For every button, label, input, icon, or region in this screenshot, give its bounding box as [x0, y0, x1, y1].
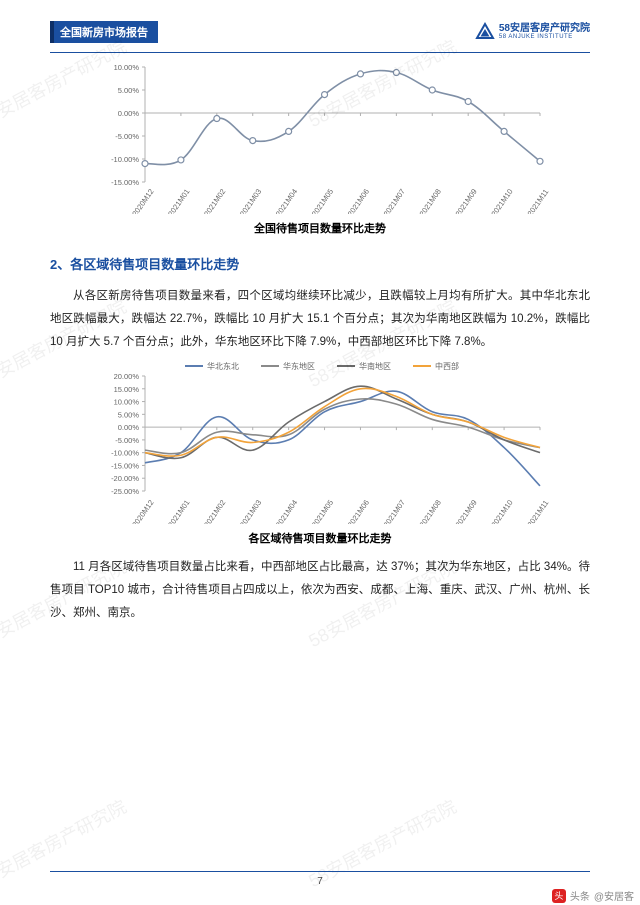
source-attribution: 头 头条 @安居客: [552, 888, 634, 903]
toutiao-icon: 头: [552, 889, 566, 903]
svg-text:中西部: 中西部: [435, 361, 459, 371]
svg-text:-5.00%: -5.00%: [115, 132, 139, 141]
svg-text:2021M02: 2021M02: [202, 498, 227, 524]
svg-text:-10.00%: -10.00%: [111, 155, 139, 164]
logo-text-en: 58 ANJUKE INSTITUTE: [499, 34, 590, 40]
logo-block: 58安居客房产研究院 58 ANJUKE INSTITUTE: [475, 22, 590, 42]
svg-text:0.00%: 0.00%: [118, 109, 140, 118]
svg-text:2021M08: 2021M08: [418, 498, 443, 524]
chart1-caption: 全国待售项目数量环比走势: [50, 220, 590, 236]
chart2-svg: 华北东北 华东地区 华南地区 中西部 -25.00% -20.00% -15.00% -10.…: [90, 354, 550, 524]
svg-text:15.00%: 15.00%: [114, 385, 140, 394]
svg-text:2021M09: 2021M09: [453, 187, 478, 214]
svg-text:2021M07: 2021M07: [382, 498, 407, 524]
svg-text:2020M12: 2020M12: [130, 187, 155, 214]
page-header: 全国新房市场报告 58安居客房产研究院 58 ANJUKE INSTITUTE: [50, 20, 590, 44]
report-title-badge: 全国新房市场报告: [50, 21, 158, 43]
svg-text:10.00%: 10.00%: [114, 63, 140, 72]
document-page: 58安居客房产研究院 58安居客房产研究院 58安居客房产研究院 58安居客房产…: [0, 0, 640, 905]
svg-text:5.00%: 5.00%: [118, 86, 140, 95]
svg-text:2020M12: 2020M12: [130, 498, 155, 524]
section2-para1: 从各区新房待售项目数量来看，四个区域均继续环比减少，且跌幅较上月均有所扩大。其中…: [50, 285, 590, 354]
chart1-svg: -15.00% -10.00% -5.00% 0.00% 5.00% 10.00% 2020…: [90, 59, 550, 214]
svg-text:2021M11: 2021M11: [525, 498, 550, 524]
section2-title: 2、各区域待售项目数量环比走势: [50, 254, 590, 273]
svg-text:2021M04: 2021M04: [274, 498, 299, 524]
svg-text:2021M10: 2021M10: [489, 498, 514, 524]
svg-text:-15.00%: -15.00%: [111, 178, 139, 187]
page-footer: 7: [50, 871, 590, 887]
svg-text:-20.00%: -20.00%: [111, 474, 139, 483]
svg-text:-15.00%: -15.00%: [111, 461, 139, 470]
svg-text:2021M09: 2021M09: [453, 498, 478, 524]
footer-rule: [50, 871, 590, 872]
svg-text:2021M08: 2021M08: [418, 187, 443, 214]
svg-text:2021M01: 2021M01: [166, 187, 191, 214]
svg-text:2021M01: 2021M01: [166, 498, 191, 524]
svg-text:2021M05: 2021M05: [310, 498, 335, 524]
header-rule: [50, 52, 590, 53]
svg-text:2021M06: 2021M06: [346, 187, 371, 214]
svg-text:华北东北: 华北东北: [207, 361, 239, 371]
svg-text:2021M03: 2021M03: [238, 498, 263, 524]
attrib-prefix: 头条: [570, 888, 590, 903]
svg-text:2021M05: 2021M05: [310, 187, 335, 214]
page-number: 7: [50, 876, 590, 887]
svg-text:0.00%: 0.00%: [118, 423, 140, 432]
chart-national-pending: -15.00% -10.00% -5.00% 0.00% 5.00% 10.00% 2020…: [50, 59, 590, 236]
chart2-caption: 各区域待售项目数量环比走势: [50, 530, 590, 546]
logo-text-cn: 58安居客房产研究院: [499, 24, 590, 34]
attrib-handle: @安居客: [594, 888, 634, 903]
svg-text:2021M10: 2021M10: [489, 187, 514, 214]
svg-text:2021M07: 2021M07: [382, 187, 407, 214]
para2: 11 月各区域待售项目数量占比来看，中西部地区占比最高，达 37%；其次为华东地…: [50, 556, 590, 625]
svg-text:-10.00%: -10.00%: [111, 449, 139, 458]
svg-text:华东地区: 华东地区: [283, 361, 315, 371]
svg-text:华南地区: 华南地区: [359, 361, 391, 371]
chart-regional-pending: 华北东北 华东地区 华南地区 中西部 -25.00% -20.00% -15.00% -10.…: [50, 354, 590, 546]
svg-text:2021M11: 2021M11: [525, 187, 550, 214]
svg-text:20.00%: 20.00%: [114, 372, 140, 381]
svg-text:2021M02: 2021M02: [202, 187, 227, 214]
svg-text:2021M04: 2021M04: [274, 187, 299, 214]
svg-text:2021M06: 2021M06: [346, 498, 371, 524]
svg-text:-25.00%: -25.00%: [111, 487, 139, 496]
svg-text:-5.00%: -5.00%: [115, 436, 139, 445]
logo-icon: [475, 22, 495, 42]
svg-text:10.00%: 10.00%: [114, 398, 140, 407]
svg-text:5.00%: 5.00%: [118, 410, 140, 419]
svg-text:2021M03: 2021M03: [238, 187, 263, 214]
